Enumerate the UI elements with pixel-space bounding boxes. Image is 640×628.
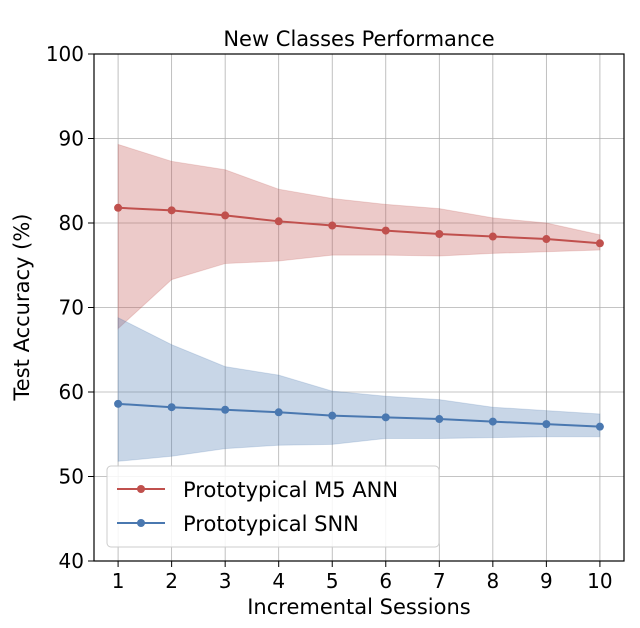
data-point (381, 413, 390, 422)
data-point (274, 408, 283, 417)
data-point (167, 206, 176, 215)
legend-box (106, 465, 440, 548)
data-point (328, 411, 337, 420)
legend-label: Prototypical M5 ANN (183, 478, 398, 502)
chart-title: New Classes Performance (223, 27, 494, 51)
data-point (435, 415, 444, 424)
data-point (114, 399, 123, 408)
y-tick-label: 100 (46, 42, 84, 66)
data-point (221, 405, 230, 414)
series-line-1 (118, 402, 600, 428)
data-point (221, 211, 230, 220)
x-tick-label: 3 (219, 569, 232, 593)
data-point (595, 239, 604, 248)
x-tick-label: 10 (587, 569, 612, 593)
data-point (488, 232, 497, 241)
data-point (542, 420, 551, 429)
y-tick-label: 90 (59, 127, 84, 151)
legend: Prototypical M5 ANN Prototypical SNN (106, 465, 440, 548)
y-tick-label: 70 (59, 296, 84, 320)
x-tick-label: 7 (433, 569, 446, 593)
y-axis-label: Test Accuracy (%) (10, 214, 34, 402)
legend-marker (137, 519, 145, 527)
data-point (167, 403, 176, 412)
series-band-1 (117, 316, 601, 462)
data-point (114, 203, 123, 212)
data-point (381, 226, 390, 235)
data-point (435, 229, 444, 238)
x-tick-label: 4 (272, 569, 285, 593)
y-tick-label: 60 (59, 380, 84, 404)
y-tick-label: 80 (59, 211, 84, 235)
legend-label: Prototypical SNN (183, 512, 359, 536)
x-axis-label: Incremental Sessions (247, 595, 471, 619)
y-ticks: 40 50 60 70 80 90 100 (46, 42, 94, 573)
x-tick-label: 5 (326, 569, 339, 593)
x-tick-label: 8 (486, 569, 499, 593)
legend-marker (137, 485, 145, 493)
series-line-0 (118, 206, 600, 245)
data-point (595, 422, 604, 431)
series-lines (114, 203, 604, 431)
data-point (274, 217, 283, 226)
x-tick-label: 1 (112, 569, 125, 593)
x-ticks: 1 2 3 4 5 6 7 8 9 10 (112, 561, 613, 593)
data-point (328, 221, 337, 230)
confidence-bands (117, 143, 601, 462)
x-tick-label: 2 (165, 569, 178, 593)
x-tick-label: 6 (379, 569, 392, 593)
data-point (542, 235, 551, 244)
series-band-0 (117, 143, 601, 330)
y-tick-label: 50 (59, 465, 84, 489)
x-tick-label: 9 (540, 569, 553, 593)
y-tick-label: 40 (59, 549, 84, 573)
data-point (488, 417, 497, 426)
